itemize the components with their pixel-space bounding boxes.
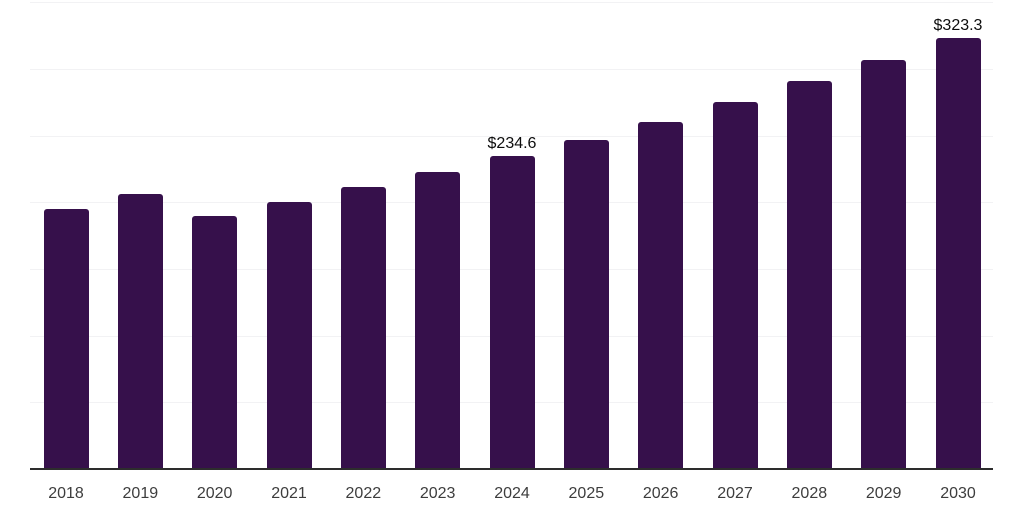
x-tick-label-2027: 2027	[717, 485, 753, 502]
x-tick-label-2024: 2024	[494, 485, 530, 502]
bar-2019	[117, 194, 163, 468]
x-axis-line	[30, 468, 993, 470]
bar-2022	[340, 187, 386, 468]
bar-2020	[192, 216, 238, 468]
gridline-350	[30, 2, 993, 4]
bar-2023	[415, 172, 461, 468]
bar-2027	[712, 102, 758, 468]
gridline-250	[30, 135, 993, 137]
value-label-2030: $323.3	[933, 17, 983, 34]
x-tick-label-2026: 2026	[642, 485, 679, 502]
bar-2018	[43, 209, 89, 468]
bar-2025	[563, 140, 609, 468]
x-tick-label-2019: 2019	[122, 485, 159, 502]
bar-2026	[638, 122, 684, 468]
x-tick-label-2030: 2030	[940, 485, 976, 502]
gridline-300	[30, 69, 993, 70]
bar-2030	[935, 38, 981, 468]
x-tick-label-2028: 2028	[791, 485, 828, 502]
x-tick-label-2022: 2022	[345, 485, 382, 502]
x-tick-label-2029: 2029	[865, 485, 902, 502]
x-tick-label-2018: 2018	[48, 485, 84, 502]
x-tick-label-2023: 2023	[419, 485, 456, 502]
bar-2024	[489, 156, 535, 468]
bar-2028	[786, 81, 832, 468]
bar-2029	[861, 60, 907, 468]
value-label-2024: $234.6	[487, 135, 537, 152]
x-tick-label-2025: 2025	[568, 485, 605, 502]
x-tick-label-2020: 2020	[196, 485, 233, 502]
x-tick-label-2021: 2021	[271, 485, 307, 502]
bar-2021	[266, 202, 312, 468]
